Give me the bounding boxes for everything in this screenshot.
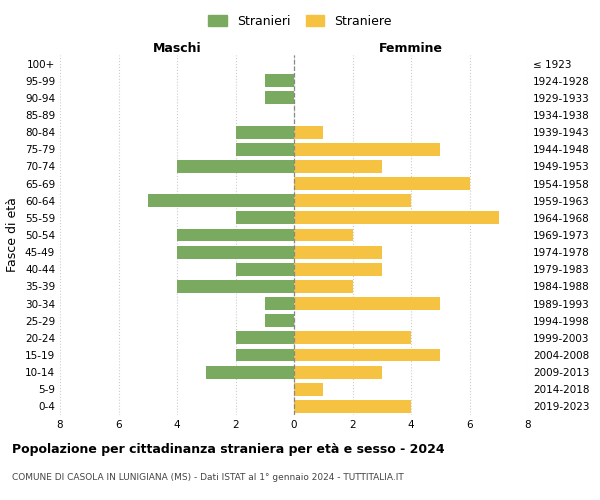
Bar bbox=[235, 348, 294, 362]
Legend: Stranieri, Straniere: Stranieri, Straniere bbox=[205, 11, 395, 32]
Text: Popolazione per cittadinanza straniera per età e sesso - 2024: Popolazione per cittadinanza straniera p… bbox=[12, 442, 445, 456]
Bar bbox=[294, 263, 382, 276]
Bar bbox=[294, 160, 382, 173]
Text: COMUNE DI CASOLA IN LUNIGIANA (MS) - Dati ISTAT al 1° gennaio 2024 - TUTTITALIA.: COMUNE DI CASOLA IN LUNIGIANA (MS) - Dat… bbox=[12, 472, 404, 482]
Bar bbox=[148, 194, 294, 207]
Bar bbox=[177, 280, 294, 293]
Bar bbox=[265, 74, 294, 87]
Bar bbox=[294, 228, 353, 241]
Bar bbox=[294, 212, 499, 224]
Bar bbox=[235, 143, 294, 156]
Bar bbox=[294, 332, 411, 344]
Bar bbox=[294, 383, 323, 396]
Bar bbox=[294, 280, 353, 293]
Bar bbox=[177, 160, 294, 173]
Bar bbox=[294, 366, 382, 378]
Bar bbox=[294, 177, 470, 190]
Bar bbox=[294, 143, 440, 156]
Bar bbox=[294, 348, 440, 362]
Bar bbox=[294, 297, 440, 310]
Bar bbox=[235, 212, 294, 224]
Text: Maschi: Maschi bbox=[152, 42, 202, 55]
Bar bbox=[294, 126, 323, 138]
Y-axis label: Fasce di età: Fasce di età bbox=[7, 198, 19, 272]
Bar bbox=[235, 332, 294, 344]
Bar bbox=[265, 314, 294, 327]
Bar bbox=[265, 92, 294, 104]
Bar bbox=[294, 194, 411, 207]
Bar bbox=[294, 246, 382, 258]
Bar bbox=[206, 366, 294, 378]
Bar bbox=[294, 400, 411, 413]
Bar bbox=[235, 263, 294, 276]
Bar bbox=[235, 126, 294, 138]
Bar bbox=[177, 246, 294, 258]
Bar bbox=[177, 228, 294, 241]
Text: Femmine: Femmine bbox=[379, 42, 443, 55]
Bar bbox=[265, 297, 294, 310]
